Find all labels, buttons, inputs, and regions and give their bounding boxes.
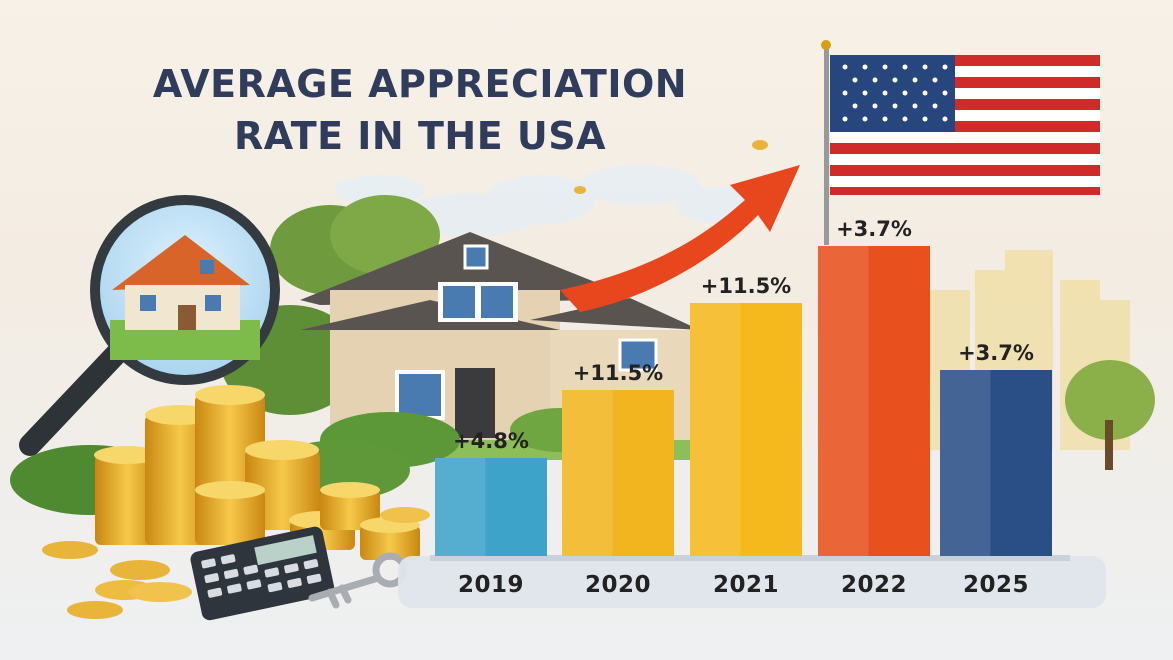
bar-highlight <box>690 303 741 556</box>
bar-highlight <box>435 458 486 556</box>
bar-rect-2021 <box>690 303 802 556</box>
magnifying-glass-icon <box>19 195 280 456</box>
category-labels-group: 2019 2020 2021 2022 2025 <box>458 572 1029 598</box>
bars-group <box>435 246 1052 556</box>
calculator-icon <box>190 526 335 621</box>
category-label-2021: 2021 <box>713 572 779 598</box>
category-label-2020: 2020 <box>585 572 651 598</box>
coins-icon <box>42 140 768 619</box>
usa-flag-icon <box>821 40 1100 245</box>
chart-title: AVERAGE APPRECIATION RATE IN THE USA <box>40 58 800 162</box>
bar-highlight <box>940 370 991 556</box>
bar-rect-2022 <box>818 246 930 556</box>
data-label-2025: +3.7% <box>958 341 1034 365</box>
data-label-2021: +11.5% <box>701 274 791 298</box>
trend-arrow-icon <box>560 165 800 312</box>
bar-2021 <box>690 303 802 556</box>
data-label-2022: +3.7% <box>836 217 912 241</box>
data-labels-group: +4.8% +11.5% +11.5% +3.7% +3.7% <box>453 217 1034 453</box>
category-label-2019: 2019 <box>458 572 524 598</box>
bar-2025 <box>940 370 1052 556</box>
bar-rect-2019 <box>435 458 547 556</box>
bar-2020 <box>562 390 674 556</box>
bar-2019 <box>435 458 547 556</box>
bar-highlight <box>818 246 869 556</box>
data-label-2020: +11.5% <box>573 361 663 385</box>
bar-rect-2020 <box>562 390 674 556</box>
bar-rect-2025 <box>940 370 1052 556</box>
bar-highlight <box>562 390 613 556</box>
category-label-2022: 2022 <box>841 572 907 598</box>
bar-2022 <box>818 246 930 556</box>
axis-base <box>398 556 1106 608</box>
data-label-2019: +4.8% <box>453 429 529 453</box>
category-label-2025: 2025 <box>963 572 1029 598</box>
title-line-1: AVERAGE APPRECIATION <box>152 62 688 106</box>
title-line-2: RATE IN THE USA <box>233 114 607 158</box>
